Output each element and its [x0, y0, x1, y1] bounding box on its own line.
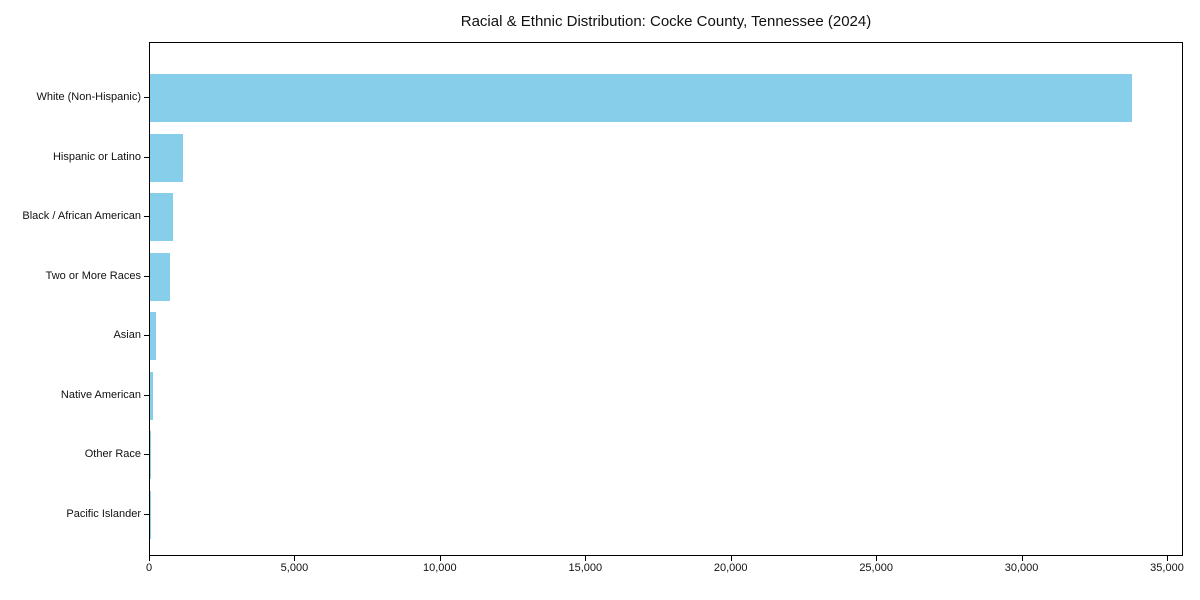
bar [150, 431, 151, 480]
y-tick-mark [144, 97, 149, 98]
x-tick-mark [1021, 556, 1023, 561]
bar [150, 133, 183, 182]
x-tick-label: 15,000 [568, 562, 603, 574]
bar [150, 74, 1133, 122]
x-tick-label: 0 [145, 562, 153, 574]
bar [150, 193, 173, 242]
chart-title: Racial & Ethnic Distribution: Cocke Coun… [460, 13, 872, 30]
x-tick-label: 10,000 [423, 562, 457, 574]
x-tick-mark [439, 556, 441, 561]
bar [150, 312, 156, 361]
y-tick-label: Pacific Islander [66, 507, 141, 520]
y-tick-mark [144, 335, 149, 337]
y-tick-label: Asian [113, 329, 141, 342]
y-tick-label: White (Non-Hispanic) [36, 91, 141, 103]
plot-area [149, 42, 1183, 556]
x-tick-label: 30,000 [1004, 562, 1039, 574]
x-tick-mark [876, 556, 878, 561]
x-tick-label: 20,000 [713, 562, 748, 574]
y-tick-mark [144, 454, 149, 456]
y-tick-label: Two or More Races [45, 269, 141, 282]
y-tick-mark [144, 513, 149, 515]
y-tick-mark [144, 275, 149, 277]
x-tick-label: 5,000 [280, 562, 309, 574]
y-tick-mark [144, 156, 149, 158]
y-tick-label: Native American [60, 388, 141, 401]
y-tick-label: Other Race [84, 448, 141, 461]
x-tick-label: 25,000 [859, 562, 893, 574]
y-tick-mark [144, 216, 149, 218]
bar [150, 371, 153, 420]
y-tick-label: Hispanic or Latino [52, 150, 141, 163]
y-tick-label: Black / African American [22, 210, 141, 223]
bar [150, 252, 171, 301]
x-tick-mark [730, 556, 732, 561]
x-tick-mark [585, 556, 587, 561]
x-tick-mark [1167, 556, 1168, 561]
x-tick-mark [294, 556, 296, 561]
y-tick-mark [144, 394, 149, 396]
x-tick-mark [149, 556, 150, 561]
x-tick-label: 35,000 [1150, 562, 1184, 574]
